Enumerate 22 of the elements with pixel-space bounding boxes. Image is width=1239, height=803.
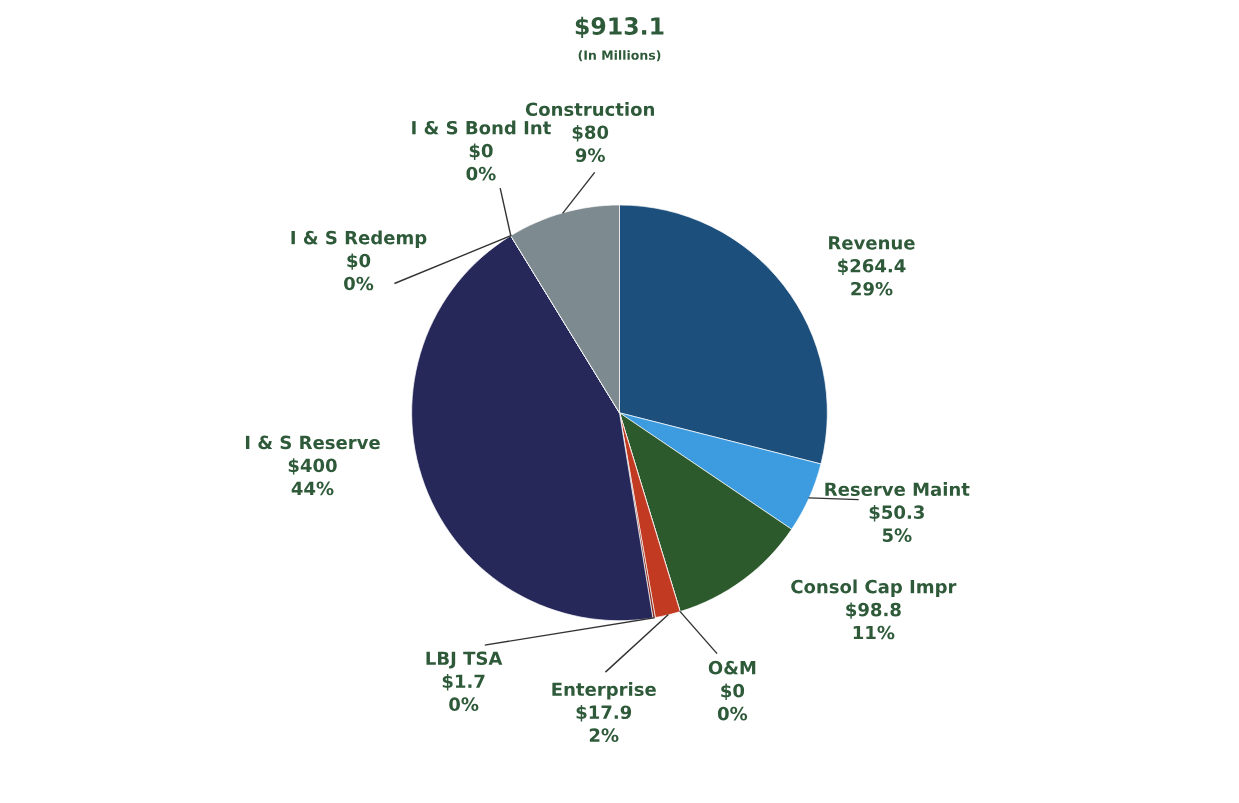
data-label: $98.8 11% [846,602,901,640]
data-label: $400 44% [288,458,337,496]
text: $0 0% [344,253,374,291]
slice-label: Revenue [829,236,915,250]
category-label: I & S Bond Int [412,120,551,135]
data-label: $264.4 29% [838,258,906,296]
text: $0 0% [466,143,496,181]
data-label: $50.3 5% [869,505,924,542]
text: $0 0% [717,683,748,721]
category-label: I & S Redemp [291,230,427,248]
chart-subtitle: (In Millions) [578,50,661,62]
slice-label: Construction [525,102,654,117]
chart-title: $913.1 [575,16,664,39]
legend-label: O&M [708,660,756,675]
data-label: $1.7 0% [442,674,485,712]
data-label: $17.9 2% [576,705,632,742]
slice-label: Consol Cap Impr [791,579,957,597]
slice-label: LBJ TSA [426,651,503,669]
slice-label: Enterprise [552,682,656,700]
slice-label: Reserve Maint [825,482,970,497]
slice-label: I & S Reserve [245,435,380,450]
data-label: $80 9% [572,125,609,162]
